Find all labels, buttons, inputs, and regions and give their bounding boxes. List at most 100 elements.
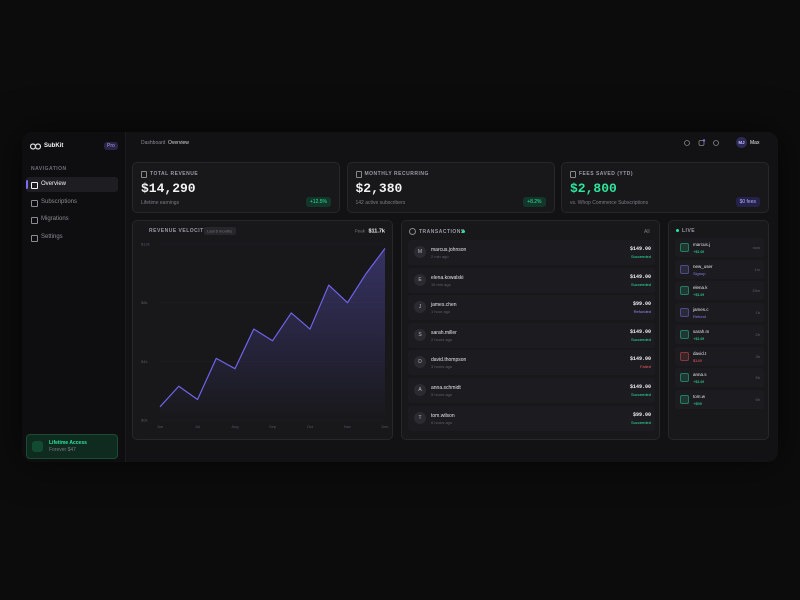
area	[160, 248, 385, 420]
live-item[interactable]: new_user Signup 1m	[675, 259, 764, 279]
live-amount: +$99	[693, 400, 703, 406]
live-name: elena.k	[693, 285, 708, 291]
tx-live-dot	[462, 230, 465, 233]
live-name: david.t	[693, 350, 707, 356]
live-icon	[680, 264, 689, 274]
tx-amount: $149.00	[629, 246, 651, 252]
promo-subtitle: Forever $47	[49, 447, 76, 453]
live-amount: +$149	[693, 249, 705, 254]
live-item[interactable]: james.c Refund 1h	[675, 303, 764, 323]
y-tick-label: $8k	[141, 300, 147, 305]
chart-card: REVENUE VELOCITY Last 6 months Peak $11.7k $…	[132, 220, 393, 440]
stat-badge: +12.5%	[305, 197, 331, 207]
nav-indicator	[26, 180, 28, 189]
peak-value: $11.7k	[368, 229, 385, 235]
live-icon	[680, 329, 689, 339]
avatar[interactable]: MJ	[736, 137, 747, 148]
live-name: marcus.j	[693, 242, 711, 247]
live-item[interactable]: marcus.j +$149 now	[675, 238, 764, 257]
tx-name: tom.wilson	[431, 412, 455, 419]
tx-avatar: J	[414, 301, 426, 314]
chart-badge-bg	[204, 227, 236, 235]
tx-name: anna.schmidt	[431, 385, 461, 391]
y-tick-label: $4k	[141, 359, 147, 364]
tx-time: 2 min ago	[431, 254, 449, 259]
breadcrumb-parent[interactable]: Dashboard	[141, 140, 166, 146]
tx-time: 1 hour ago	[431, 309, 451, 315]
stat-label: FEES SAVED (YTD)	[579, 171, 634, 177]
x-tick-label: Aug	[231, 424, 238, 429]
nav-icon	[31, 199, 38, 207]
tx-amount: $99.00	[632, 411, 651, 418]
live-time: 6h	[755, 396, 760, 402]
line	[159, 248, 386, 408]
nav-item[interactable]: Settings	[26, 230, 118, 245]
live-item[interactable]: elena.k +$149 15m	[675, 281, 764, 301]
live-icon	[680, 308, 689, 318]
live-name: tom.w	[693, 393, 706, 399]
live-amount: +$149	[693, 379, 705, 385]
nav-item[interactable]: Migrations	[26, 212, 118, 227]
stat-value: $14,290	[141, 181, 196, 196]
stat-note: vs. Whop Commerce Subscriptions	[570, 200, 649, 206]
tx-status: Succeeded	[630, 281, 651, 287]
user-name[interactable]: Max	[750, 140, 760, 146]
live-icon	[680, 286, 689, 296]
tx-amount: $149.00	[629, 273, 651, 280]
promo-card: Lifetime Access Forever $47	[26, 434, 118, 459]
live-amount: +$149	[693, 335, 705, 341]
live-time: now	[752, 245, 760, 250]
live-icon	[680, 243, 689, 252]
stat-label: MONTHLY RECURRING	[364, 171, 429, 177]
tx-name: elena.kowalski	[431, 274, 464, 281]
plan-badge: Pro	[104, 142, 118, 150]
live-time: 1m	[754, 266, 760, 272]
nav-heading: NAVIGATION	[31, 166, 67, 172]
tx-avatar: A	[414, 384, 426, 396]
tx-time: 2 hours ago	[431, 336, 453, 342]
live-amount: +$149	[693, 292, 705, 298]
tx-name: sarah.miller	[431, 329, 457, 336]
live-item[interactable]: sarah.m +$149 2h	[675, 324, 764, 344]
nav-item[interactable]: Subscriptions	[26, 195, 118, 210]
live-item[interactable]: tom.w +$99 6h	[675, 389, 764, 409]
stat-card: FEES SAVED (YTD) $2,800 vs. Whop Commerce …	[561, 162, 769, 213]
y-tick-label: $0k	[141, 418, 147, 423]
live-item[interactable]: david.t $149 3h	[675, 346, 764, 366]
tx-icon	[409, 228, 416, 235]
live-item[interactable]: anna.s +$149 5h	[675, 368, 764, 388]
tx-status: Succeeded	[630, 419, 651, 425]
stat-label: TOTAL REVENUE	[150, 171, 199, 177]
nav-item[interactable]: Overview	[26, 177, 118, 192]
stat-value: $2,380	[355, 181, 403, 196]
tx-status: Succeeded	[630, 254, 651, 259]
tx-status: Succeeded	[630, 336, 651, 342]
x-tick-label: Oct	[307, 424, 314, 429]
live-icon	[680, 394, 689, 404]
x-tick-label: Jul	[195, 424, 200, 429]
chart-badge: Last 6 months	[207, 229, 232, 234]
live-name: sarah.m	[693, 328, 710, 334]
tx-filter[interactable]: All	[644, 229, 650, 235]
stat-note: Lifetime earnings	[141, 200, 180, 206]
tx-time: 5 hours ago	[431, 392, 453, 397]
tx-time: 6 hours ago	[431, 419, 453, 425]
live-title: LIVE	[682, 228, 696, 234]
live-time: 5h	[755, 375, 760, 381]
tx-title: TRANSACTIONS	[419, 229, 465, 235]
live-name: new_user	[693, 263, 713, 269]
nav-icon	[31, 182, 38, 189]
stat-note: 142 active subscribers	[355, 200, 406, 206]
toolbar-icons[interactable]	[682, 139, 722, 148]
brand: SubKit	[44, 143, 64, 149]
chart: REVENUE VELOCITY Last 6 months Peak $11.7k $…	[141, 227, 389, 429]
